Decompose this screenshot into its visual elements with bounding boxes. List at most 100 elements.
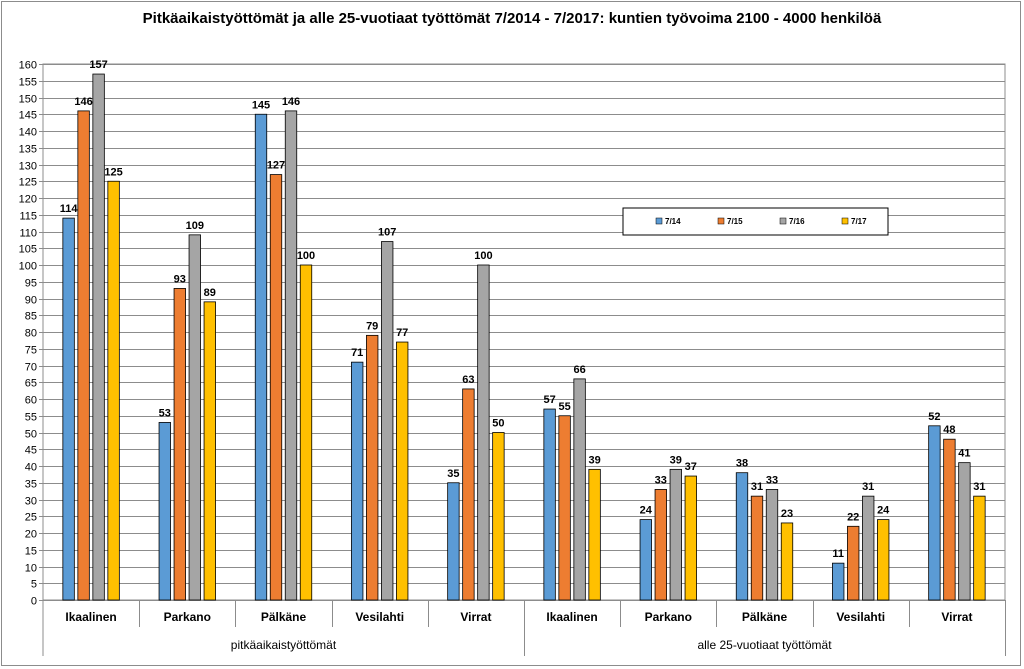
y-tick-label: 145 xyxy=(19,110,37,122)
data-label: 11 xyxy=(832,548,844,560)
x-category-label: Ikaalinen xyxy=(546,610,597,624)
data-label: 107 xyxy=(378,227,396,239)
data-label: 79 xyxy=(366,320,378,332)
y-tick-label: 50 xyxy=(25,429,37,441)
y-tick-label: 115 xyxy=(19,211,37,223)
bar xyxy=(684,475,697,601)
legend: 7/14 7/15 7/16 7/17 xyxy=(622,207,889,236)
y-tick-label: 125 xyxy=(19,177,37,189)
x-group-label: alle 25-vuotiaat työttömät xyxy=(697,638,832,652)
bar xyxy=(669,468,682,601)
bars xyxy=(62,73,986,601)
data-label: 127 xyxy=(267,160,285,172)
bar xyxy=(750,495,764,601)
data-label: 125 xyxy=(104,166,122,178)
data-label: 100 xyxy=(297,250,315,262)
bar xyxy=(832,562,845,601)
data-label: 146 xyxy=(74,96,92,108)
data-label: 37 xyxy=(685,461,697,473)
legend-label: 7/16 xyxy=(789,217,805,226)
bar xyxy=(107,180,120,601)
y-tick-label: 150 xyxy=(19,94,37,106)
y-tick-label: 135 xyxy=(19,144,37,156)
bar xyxy=(203,301,216,601)
y-tick-label: 160 xyxy=(19,60,37,72)
y-tick-label: 30 xyxy=(25,496,37,508)
bar xyxy=(269,174,283,601)
bar xyxy=(62,217,75,601)
y-tick-label: 100 xyxy=(19,261,37,273)
bar xyxy=(351,361,364,601)
chart-title: Pitkäaikaistyöttömät ja alle 25-vuotiaat… xyxy=(142,10,882,27)
data-label: 39 xyxy=(588,454,600,466)
data-label: 50 xyxy=(492,418,504,430)
x-category-label: Vesilahti xyxy=(355,610,404,624)
data-labels: 114 146 157 125 53 93 109 89 145 127 146 100 71 79 107… xyxy=(60,59,986,560)
data-label: 23 xyxy=(781,508,793,520)
bar xyxy=(928,425,941,601)
y-tick-label: 105 xyxy=(19,244,37,256)
bar xyxy=(158,422,171,601)
x-category-label: Ikaalinen xyxy=(65,610,116,624)
bar xyxy=(958,462,971,601)
data-label: 39 xyxy=(670,454,682,466)
y-tick-label: 130 xyxy=(19,161,37,173)
bar xyxy=(284,110,298,601)
data-label: 48 xyxy=(943,424,955,436)
data-label: 24 xyxy=(877,505,890,517)
data-label: 41 xyxy=(958,448,970,460)
bar xyxy=(447,482,460,601)
bar xyxy=(492,432,505,601)
y-tick-label: 25 xyxy=(25,512,37,524)
x-category-label: Parkano xyxy=(164,610,211,624)
bar xyxy=(543,408,556,601)
gridlines xyxy=(42,63,1006,601)
legend-swatch xyxy=(841,217,849,225)
data-label: 55 xyxy=(558,401,570,413)
y-tick-label: 110 xyxy=(19,228,37,240)
bar xyxy=(654,489,667,601)
data-label: 145 xyxy=(252,99,270,111)
data-label: 33 xyxy=(766,474,778,486)
data-label: 63 xyxy=(462,374,474,386)
y-tick-label: 15 xyxy=(25,546,37,558)
data-label: 77 xyxy=(396,327,408,339)
bar xyxy=(188,234,201,601)
bar xyxy=(639,519,652,601)
data-label: 89 xyxy=(204,287,216,299)
data-label: 31 xyxy=(973,481,985,493)
legend-label: 7/17 xyxy=(851,217,867,226)
y-tick-label: 90 xyxy=(25,295,37,307)
data-label: 146 xyxy=(282,96,300,108)
bar xyxy=(780,522,794,601)
y-tick-label: 80 xyxy=(25,328,37,340)
data-label: 35 xyxy=(447,468,459,480)
x-category-label: Virrat xyxy=(941,610,972,624)
y-tick-label: 0 xyxy=(31,596,37,608)
data-label: 31 xyxy=(751,481,763,493)
x-category-label: Parkano xyxy=(645,610,692,624)
bar xyxy=(254,113,268,601)
x-category-label: Vesilahti xyxy=(836,610,885,624)
bar xyxy=(558,415,571,601)
data-label: 31 xyxy=(862,481,874,493)
data-label: 93 xyxy=(174,273,186,285)
legend-swatch xyxy=(779,217,787,225)
data-label: 24 xyxy=(640,505,653,517)
data-label: 66 xyxy=(573,364,585,376)
bar xyxy=(477,264,490,601)
data-label: 109 xyxy=(186,220,204,232)
bar xyxy=(462,388,475,601)
data-label: 157 xyxy=(89,59,107,71)
y-tick-label: 95 xyxy=(25,278,37,290)
bar xyxy=(847,525,860,601)
bar xyxy=(92,73,105,601)
data-label: 52 xyxy=(928,411,940,423)
bar xyxy=(862,495,875,601)
data-label: 53 xyxy=(159,407,171,419)
y-tick-label: 155 xyxy=(19,77,37,89)
y-tick-label: 65 xyxy=(25,378,37,390)
y-tick-label: 55 xyxy=(25,412,37,424)
y-tick-label: 5 xyxy=(31,579,37,591)
bar xyxy=(735,472,749,601)
